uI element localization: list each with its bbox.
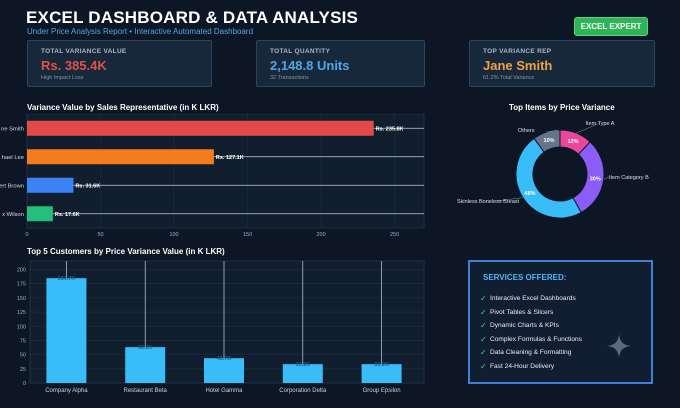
y-tick-label: 200 bbox=[17, 268, 26, 274]
data-label: Rs. 127.1K bbox=[216, 155, 244, 161]
services-list: ✓ Interactive Excel Dashboards ✓ Pivot Tab… bbox=[480, 292, 582, 373]
kpi-label: TOTAL VARIANCE VALUE bbox=[41, 48, 127, 55]
kpi-label: TOTAL QUANTITY bbox=[270, 48, 331, 55]
kpi-value: 2,148.8 Units bbox=[270, 58, 350, 73]
check-icon: ✓ bbox=[480, 348, 487, 358]
y-tick-label: 100 bbox=[17, 324, 26, 330]
donut-slice bbox=[533, 129, 561, 153]
kpi-card-total-quantity: TOTAL QUANTITY 2,148.8 Units 32 Transact… bbox=[256, 40, 425, 87]
data-label: 43.7K bbox=[217, 356, 232, 362]
bar bbox=[125, 347, 166, 383]
data-label: 63.2K bbox=[138, 345, 153, 351]
slice-percent: 30% bbox=[590, 176, 601, 182]
bar bbox=[361, 364, 402, 383]
customers-chart-title: Top 5 Customers by Price Variance Value … bbox=[27, 247, 225, 256]
kpi-sub: 61.2% Total Variance bbox=[483, 75, 535, 81]
category-label: hael Lee bbox=[2, 155, 24, 161]
items-chart-title: Top Items by Price Variance bbox=[509, 103, 615, 112]
y-tick-label: 50 bbox=[20, 353, 26, 359]
data-label: 33.2K bbox=[374, 362, 389, 368]
bar bbox=[282, 364, 323, 383]
data-label: 33.2K bbox=[295, 362, 310, 368]
check-icon: ✓ bbox=[480, 321, 487, 331]
services-title: SERVICES OFFERED: bbox=[483, 273, 567, 282]
service-item: ✓ Data Cleaning & Formatting bbox=[480, 348, 572, 358]
slice-leader-line bbox=[546, 129, 559, 133]
kpi-label: TOP VARIANCE REP bbox=[483, 48, 552, 55]
kpi-card-total-variance: TOTAL VARIANCE VALUE Rs. 385.4K High Imp… bbox=[27, 40, 212, 87]
slice-label: Others bbox=[518, 128, 535, 134]
category-label: Corporation Delta bbox=[279, 388, 327, 394]
slice-leader-line bbox=[576, 122, 601, 134]
slice-label: Item Type A bbox=[586, 121, 615, 127]
service-item: ✓ Interactive Excel Dashboards bbox=[480, 294, 576, 304]
category-label: Restaurant Beta bbox=[124, 388, 168, 394]
donut-slice bbox=[515, 137, 582, 219]
check-icon: ✓ bbox=[480, 307, 487, 317]
service-item: ✓ Pivot Tables & Slicers bbox=[480, 307, 554, 317]
dashboard-title: EXCEL DASHBOARD & DATA ANALYSIS bbox=[26, 8, 359, 27]
category-label: ne Smith bbox=[1, 126, 24, 132]
bar bbox=[46, 278, 87, 383]
excel-expert-badge: EXCEL EXPERT bbox=[574, 17, 648, 36]
x-tick-label: 0 bbox=[25, 232, 28, 238]
x-tick-label: 50 bbox=[97, 232, 103, 238]
y-tick-label: 125 bbox=[17, 310, 26, 316]
bar bbox=[204, 358, 244, 383]
x-tick-label: 250 bbox=[390, 232, 399, 238]
sparkle-icon bbox=[607, 334, 631, 358]
x-tick-label: 200 bbox=[316, 232, 325, 238]
check-icon: ✓ bbox=[480, 294, 487, 304]
kpi-sub: High Impact Loss bbox=[41, 75, 84, 81]
bar bbox=[27, 177, 74, 193]
dashboard-subtitle: Under Price Analysis Report • Interactiv… bbox=[27, 27, 254, 36]
rep-variance-chart: 0 50 100 150 200 250 Rs. 235.8K ne Smith Rs. 127… bbox=[0, 114, 425, 238]
kpi-value: Rs. 385.4K bbox=[41, 58, 107, 73]
check-icon: ✓ bbox=[480, 334, 487, 344]
y-tick-label: 150 bbox=[17, 296, 26, 302]
items-donut-chart: 12% Item Type A 30% Item Category B 48% Skinl… bbox=[457, 121, 649, 219]
slice-leader-line bbox=[496, 197, 523, 202]
bar bbox=[27, 206, 53, 222]
category-label: Group Epsilon bbox=[363, 388, 401, 394]
y-tick-label: 0 bbox=[23, 381, 26, 387]
category-label: Hotel Gamma bbox=[205, 388, 243, 394]
data-label: Rs. 31.6K bbox=[75, 183, 100, 189]
y-tick-label: 25 bbox=[20, 367, 26, 373]
service-item: ✓ Dynamic Charts & KPIs bbox=[480, 321, 559, 331]
bar bbox=[27, 120, 374, 136]
x-tick-label: 100 bbox=[169, 232, 178, 238]
data-label: Rs. 17.6K bbox=[55, 212, 80, 218]
kpi-value: Jane Smith bbox=[483, 58, 553, 73]
slice-percent: 12% bbox=[568, 139, 579, 145]
y-tick-label: 75 bbox=[20, 338, 26, 344]
slice-label: Item Category B bbox=[609, 175, 649, 181]
slice-label: Skinless Boneless Breast bbox=[457, 199, 520, 205]
slice-percent: 48% bbox=[525, 191, 536, 197]
customers-variance-chart: 0 25 50 75 100 125 150 175 200 184.7K Company Alph… bbox=[17, 260, 425, 394]
x-tick-label: 150 bbox=[243, 232, 252, 238]
category-label: x Wilson bbox=[2, 212, 24, 218]
service-item: ✓ Complex Formulas & Functions bbox=[480, 334, 582, 344]
rep-chart-title: Variance Value by Sales Representative (… bbox=[27, 103, 219, 112]
slice-leader-line bbox=[603, 176, 610, 180]
data-label: Rs. 235.8K bbox=[376, 126, 404, 132]
check-icon: ✓ bbox=[480, 361, 487, 371]
kpi-sub: 32 Transactions bbox=[270, 75, 309, 81]
service-item: ✓ Fast 24-Hour Delivery bbox=[480, 361, 555, 371]
services-panel: SERVICES OFFERED: ✓ Interactive Excel Das… bbox=[468, 260, 653, 384]
category-label: Company Alpha bbox=[45, 388, 88, 394]
category-label: ert Brown bbox=[0, 183, 24, 189]
kpi-card-top-variance-rep: TOP VARIANCE REP Jane Smith 61.2% Total … bbox=[469, 40, 655, 87]
y-tick-label: 175 bbox=[17, 282, 26, 288]
bar bbox=[27, 149, 214, 165]
slice-percent: 10% bbox=[544, 138, 555, 144]
data-label: 184.7K bbox=[58, 276, 76, 282]
